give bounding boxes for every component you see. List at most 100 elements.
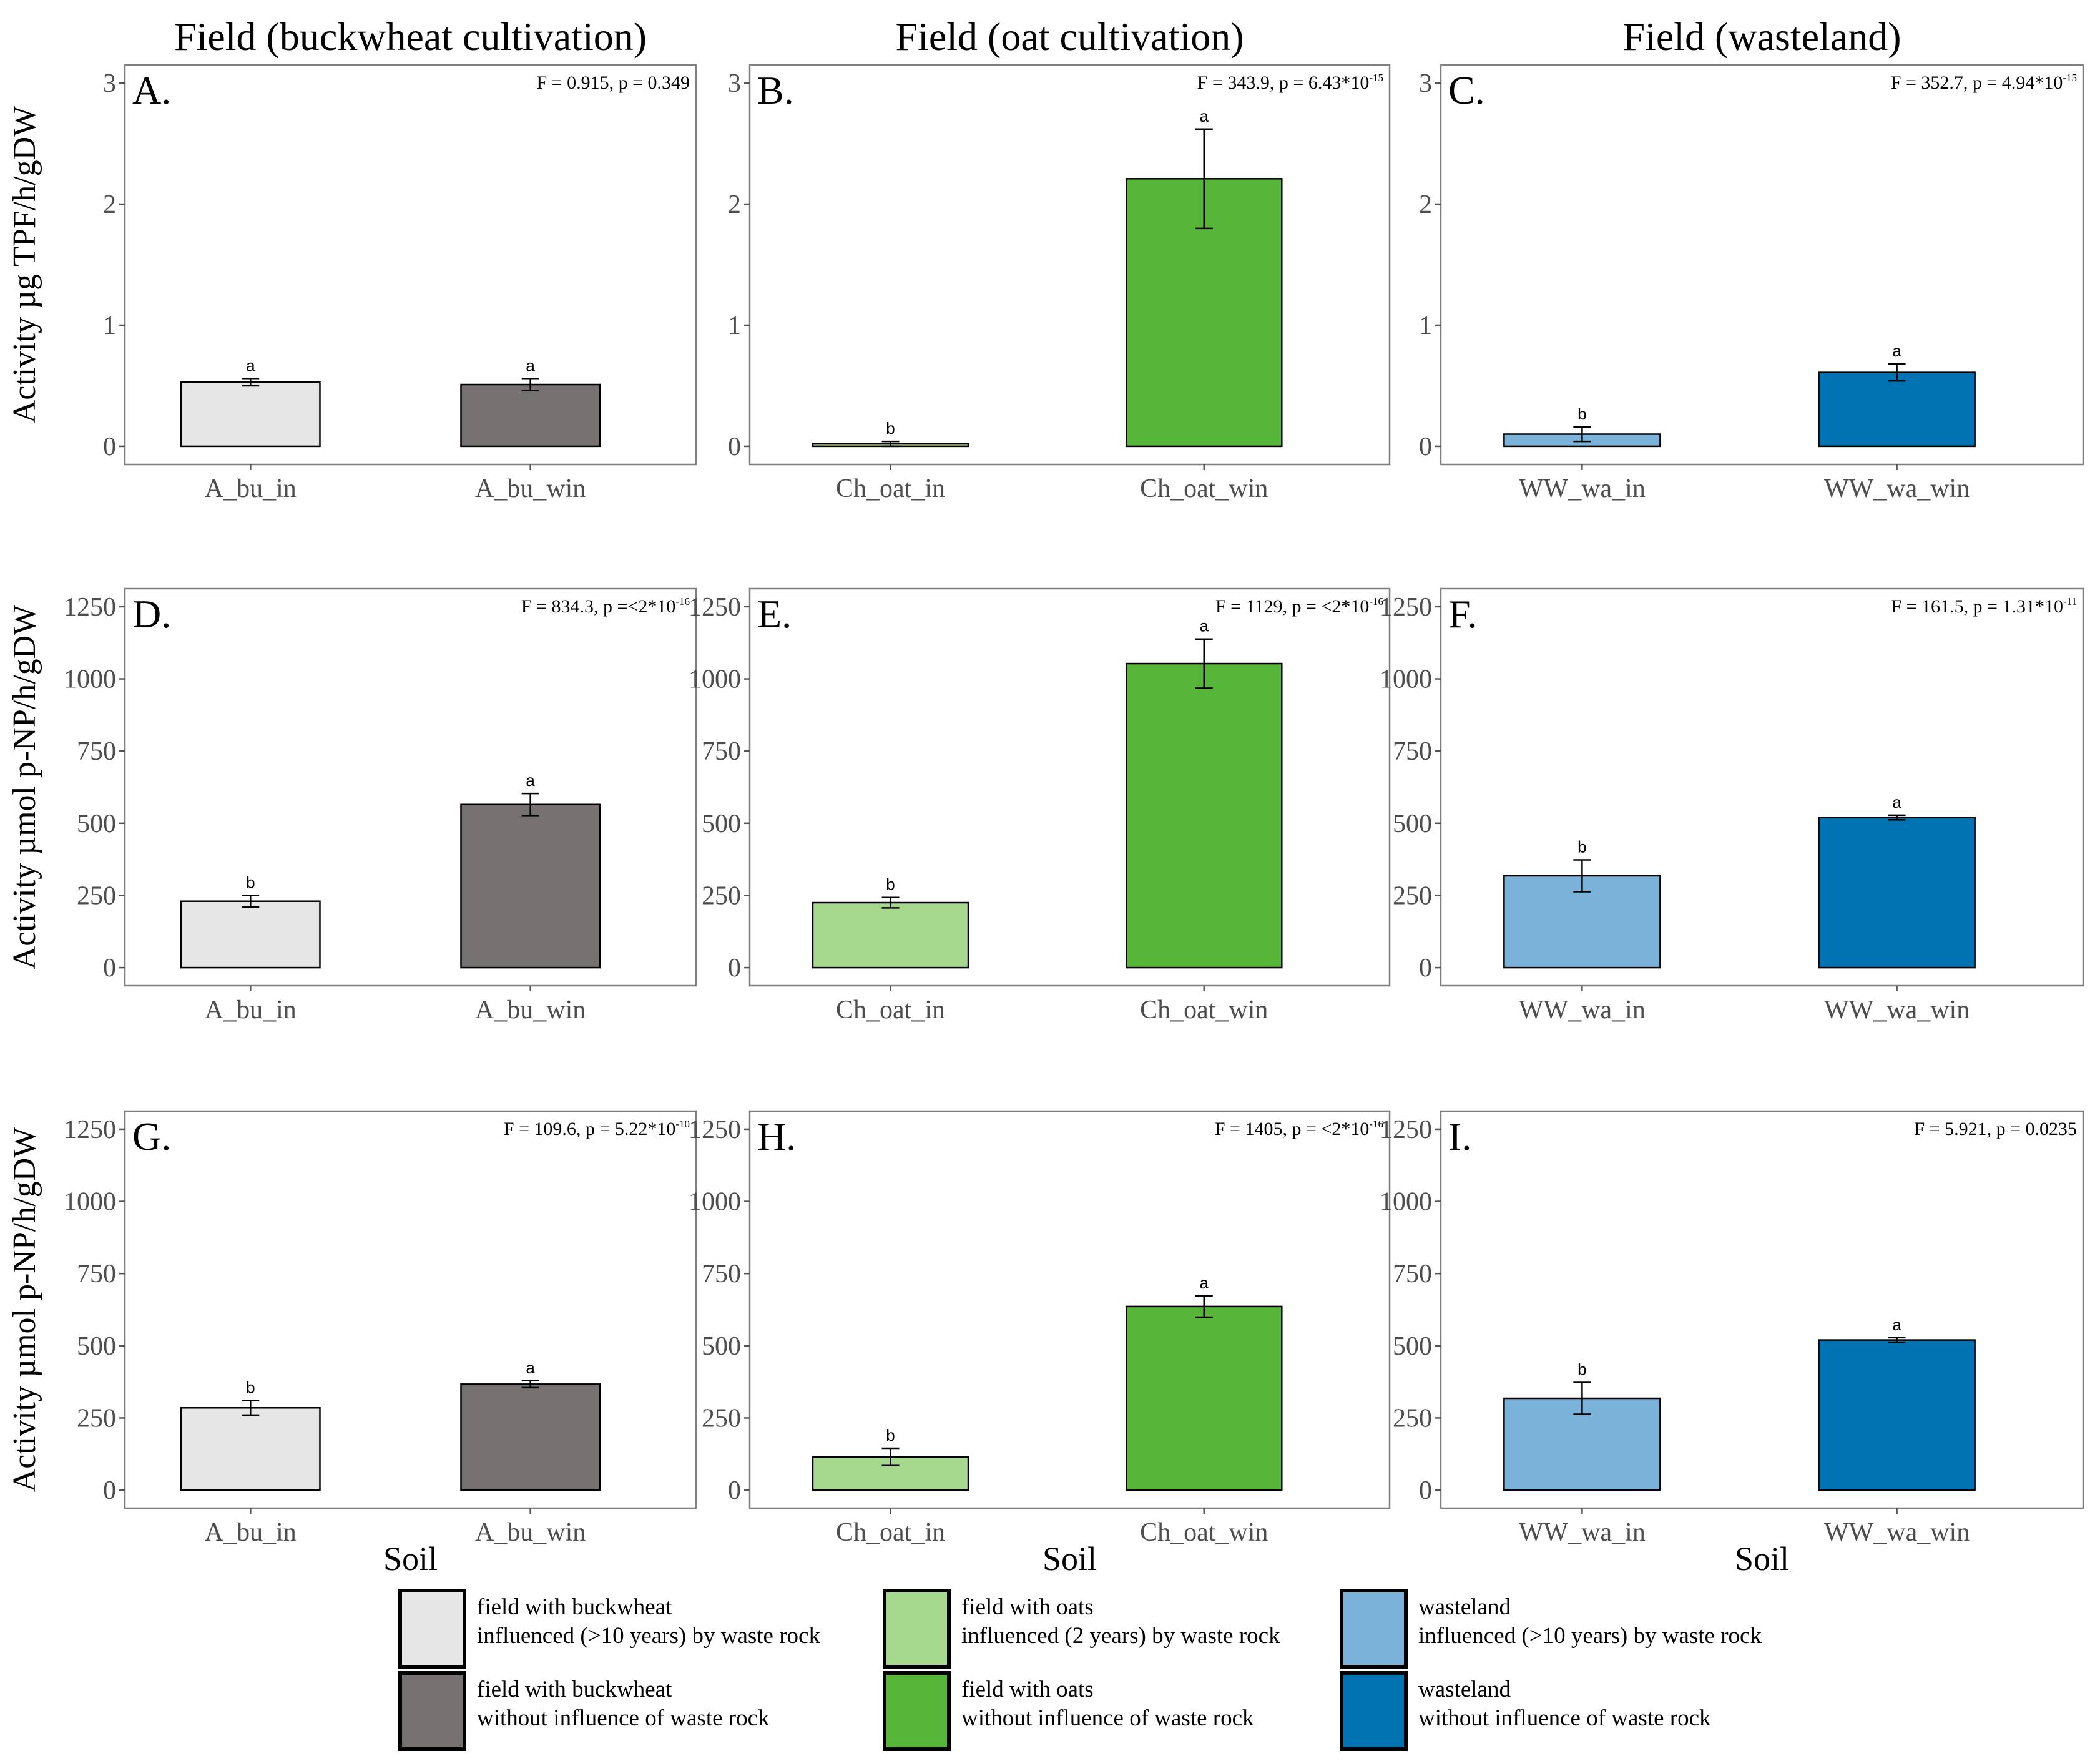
legend-label-line2: without influence of waste rock [477,1705,770,1731]
significance-letter: a [1200,617,1209,635]
significance-letter: b [1577,405,1586,423]
y-tick-label: 1250 [689,1116,741,1144]
significance-letter: a [526,1358,535,1377]
x-tick-label: Ch_oat_in [836,996,945,1024]
y-tick-label: 2 [1419,190,1432,219]
x-tick-label: A_bu_in [205,474,297,503]
legend-label-line2: influenced (2 years) by waste rock [961,1623,1280,1649]
significance-letter: b [886,875,895,894]
significance-letter: a [526,356,535,375]
y-tick-label: 750 [77,737,116,766]
legend-label-line2: influenced (>10 years) by waste rock [1418,1623,1762,1649]
panel-c: 0 1 2 3 b WW_wa_in a WW_wa_win C. F = 352.7, p = … [1419,64,2084,503]
stat-annotation: F = 343.9, p = 6.43*10-15 [1197,72,1383,93]
y-tick-label: 0 [1419,433,1432,461]
panel-letter: I. [1448,1114,1471,1159]
bar [1818,1339,1976,1491]
x-tick-label: Ch_oat_win [1140,474,1268,503]
stat-text: F = 343.9, p = 6.43*10 [1197,72,1370,93]
legend-swatch [398,1589,466,1669]
legend-swatch [398,1671,466,1751]
legend-label-line1: wasteland [1418,1594,1511,1620]
stat-text: F = 0.915, p = 0.349 [536,72,690,93]
stat-text: F = 161.5, p = 1.31*10 [1891,596,2063,617]
panel-letter: D. [132,592,171,636]
legend-item-oat_in: field with oats influenced (2 years) by w… [883,1589,1280,1669]
plot-panel [748,64,1391,466]
plot-panel [1440,64,2084,466]
significance-letter: a [1200,107,1209,125]
x-tick-label: WW_wa_in [1519,1518,1646,1547]
stat-annotation: F = 352.7, p = 4.94*10-15 [1891,72,2077,93]
x-tick-label: WW_wa_in [1519,996,1646,1024]
legend-swatch [883,1671,951,1751]
x-tick-label: WW_wa_win [1824,474,1970,503]
significance-letter: a [1892,341,1901,360]
y-tick-label: 0 [103,1476,116,1505]
plot-panel [748,1110,1391,1509]
legend-item-wa_in: wasteland influenced (>10 years) by waste… [1340,1589,1762,1669]
stat-exponent: -15 [2063,72,2077,84]
y-tick-label: 0 [103,433,116,461]
x-tick-label: A_bu_win [475,996,586,1024]
significance-letter: b [1577,838,1586,856]
stat-annotation: F = 0.915, p = 0.349 [536,72,690,93]
stat-text: F = 109.6, p = 5.22*10 [504,1119,676,1139]
y-tick-label: 1000 [1380,1188,1432,1217]
legend-label-line1: field with buckwheat [477,1594,672,1620]
significance-letter: b [886,1426,895,1445]
legend-label-line2: without influence of waste rock [961,1705,1254,1731]
y-tick-label: 3 [1419,69,1432,98]
y-tick-label: 1250 [1380,593,1432,622]
panel-a: 0 1 2 3 a A_bu_in a A_bu_win A. F = 0.915, p = 0.… [103,64,697,503]
panel-h: 0 250 500 750 1000 1250 b Ch_oat_in a Ch_oat_win H… [689,1110,1391,1577]
legend-item-wa_win: wasteland without influence of waste rock [1340,1671,1711,1751]
significance-letter: b [886,419,895,438]
stat-exponent: -10 [675,1118,690,1130]
bar [460,803,601,969]
x-axis-label: Soil [1735,1540,1789,1577]
y-tick-label: 750 [1393,1260,1432,1288]
panel-b: 0 1 2 3 b Ch_oat_in a Ch_oat_win B. F = 343.9, p … [728,64,1391,503]
y-tick-label: 1 [1419,311,1432,340]
column-title: Field (buckwheat cultivation) [174,14,647,59]
y-tick-label: 3 [728,69,741,98]
column-title: Field (wasteland) [1622,14,1901,59]
legend-label-line1: field with oats [961,1677,1094,1702]
x-tick-label: A_bu_win [475,1518,586,1547]
x-tick-label: Ch_oat_win [1140,1518,1268,1547]
y-tick-label: 1000 [64,1188,116,1217]
panel-f: 0 250 500 750 1000 1250 b WW_wa_in a WW_wa_win F. F… [1380,587,2084,1024]
y-tick-label: 1000 [1380,665,1432,694]
y-tick-label: 250 [1393,1404,1432,1433]
y-axis-label: Activity µg TPF/h/gDW [7,106,42,424]
significance-letter: a [526,771,535,790]
bar [812,901,969,969]
x-tick-label: A_bu_in [205,996,297,1024]
y-tick-label: 250 [77,1404,116,1433]
y-tick-label: 1000 [689,1188,741,1217]
stat-text: F = 1129, p = <2*10 [1215,596,1369,617]
x-tick-label: Ch_oat_win [1140,996,1268,1024]
x-axis-label: Soil [1043,1540,1097,1577]
y-tick-label: 500 [77,1332,116,1361]
stat-text: F = 834.3, p =<2*10 [521,596,675,617]
stat-exponent: -16 [1369,596,1383,607]
y-tick-label: 500 [702,1332,741,1361]
bar [1818,817,1976,969]
y-tick-label: 1250 [64,593,116,622]
y-tick-label: 1250 [64,1116,116,1144]
y-tick-label: 1250 [689,593,741,622]
x-tick-label: Ch_oat_in [836,474,945,503]
bar [1125,1305,1283,1491]
panel-letter: G. [132,1114,171,1159]
stat-exponent: -11 [2063,596,2077,607]
stat-exponent: -16 [1369,1118,1383,1130]
stat-exponent: -15 [1369,72,1383,84]
bar [180,1407,321,1491]
panel-letter: A. [132,68,171,112]
stat-annotation: F = 834.3, p =<2*10-16 [521,596,690,617]
y-tick-label: 250 [702,1404,741,1433]
